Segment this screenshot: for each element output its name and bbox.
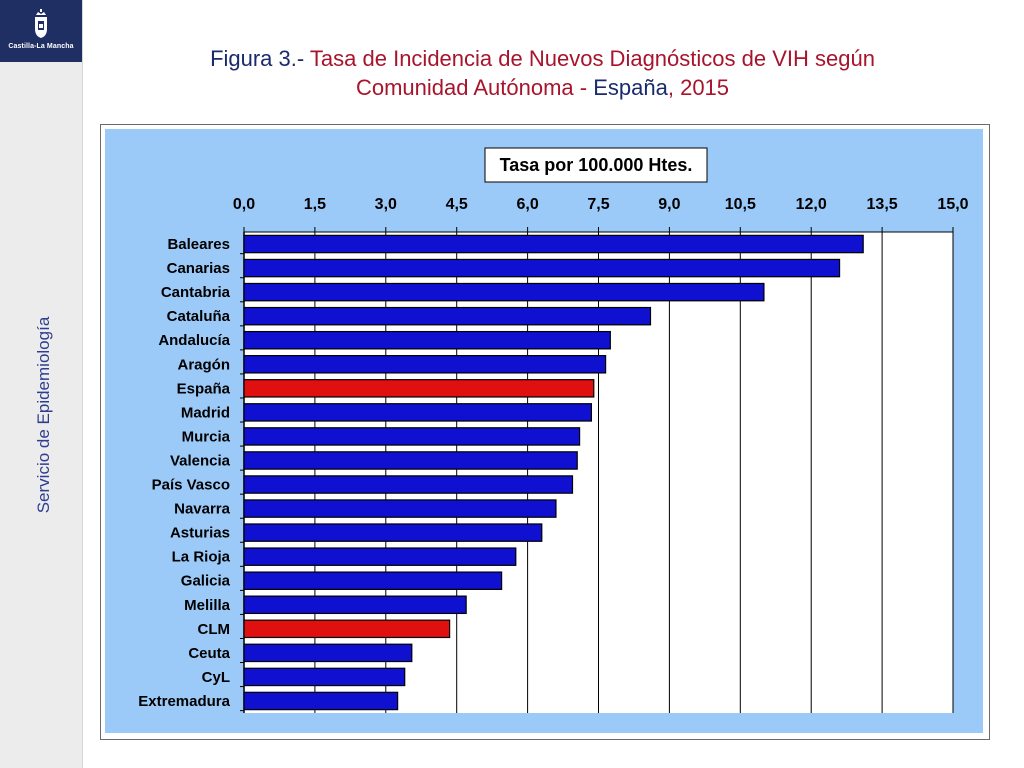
coat-of-arms-icon (35, 9, 47, 38)
logo-text: Castilla-La Mancha (8, 43, 74, 50)
sidebar-label: Servicio de Epidemiología (34, 316, 53, 514)
category-label: Asturias (170, 525, 230, 542)
bar-aragon (243, 355, 607, 374)
category-label: CyL (202, 669, 230, 686)
title-line-1: Figura 3.- Tasa de Incidencia de Nuevos … (100, 44, 985, 73)
bar-melilla (243, 595, 467, 615)
chart-title: Tasa por 100.000 Htes. (500, 155, 693, 175)
category-label: Murcia (182, 428, 231, 445)
category-label: España (177, 380, 231, 397)
bar-valencia (243, 451, 578, 470)
bar-cataluna (243, 306, 652, 326)
title-line-2: Comunidad Autónoma - España, 2015 (100, 73, 985, 102)
chart-frame: 0,0 1,5 3,0 4,5 6,0 7,5 9,0 10,5 12,0 13,5 15,0 Bal… (100, 124, 990, 740)
x-tick-label: 3,0 (375, 196, 397, 213)
title-main-1: Tasa de Incidencia de Nuevos Diagnóstico… (309, 46, 875, 71)
bar-la-rioja (243, 547, 517, 566)
bar-canarias (243, 258, 841, 278)
bar-cyl (243, 667, 406, 687)
category-label: Andalucía (158, 332, 230, 349)
category-label: Valencia (170, 452, 231, 469)
x-tick-label: 1,5 (304, 196, 326, 213)
category-label: Cantabria (161, 284, 231, 301)
bar-extremadura (243, 691, 399, 711)
title-prefix: Figura 3.- (210, 46, 310, 71)
title-main-2: Comunidad Autónoma - (355, 75, 594, 100)
category-label: Baleares (167, 236, 230, 253)
x-tick-label: 0,0 (233, 196, 255, 213)
bar-madrid (243, 403, 593, 422)
x-tick-label: 13,5 (867, 196, 898, 213)
category-label: Galicia (181, 573, 231, 590)
chart-title-box (484, 147, 708, 183)
x-tick-label: 6,0 (516, 196, 538, 213)
x-tick-label: 12,0 (796, 196, 827, 213)
bar-andalucia (243, 330, 611, 350)
title-highlight: España (593, 75, 668, 100)
category-label: País Vasco (152, 477, 230, 494)
bar-asturias (243, 523, 543, 542)
logo[interactable]: Castilla-La Mancha (0, 0, 82, 62)
category-label: Madrid (181, 404, 230, 421)
x-tick-label: 4,5 (446, 196, 468, 213)
category-label: Navarra (174, 501, 231, 518)
x-tick-label: 10,5 (725, 196, 756, 213)
category-label: Melilla (184, 597, 231, 614)
bar-pais-vasco (243, 475, 574, 494)
x-tick-label: 7,5 (587, 196, 609, 213)
bar-chart: 0,0 1,5 3,0 4,5 6,0 7,5 9,0 10,5 12,0 13,5 15,0 Bal… (105, 129, 983, 733)
category-label: Ceuta (188, 645, 230, 662)
bar-espana (243, 379, 595, 398)
category-label: Cataluña (167, 308, 231, 325)
bar-ceuta (243, 643, 413, 663)
title-suffix: , 2015 (667, 75, 730, 100)
bar-murcia (243, 427, 581, 446)
category-label: Aragón (178, 356, 231, 373)
page-title: Figura 3.- Tasa de Incidencia de Nuevos … (100, 44, 985, 102)
bar-baleares (243, 234, 864, 254)
bar-navarra (243, 499, 557, 518)
category-label: Extremadura (138, 693, 230, 710)
x-tick-label: 15,0 (937, 196, 968, 213)
category-label: CLM (198, 621, 231, 638)
category-label: Canarias (167, 260, 230, 277)
sidebar: Castilla-La Mancha Servicio de Epidemiol… (0, 0, 83, 768)
bar-galicia (243, 571, 503, 590)
bar-cantabria (243, 282, 765, 302)
x-tick-label: 9,0 (658, 196, 680, 213)
category-label: La Rioja (172, 549, 231, 566)
bar-clm (243, 619, 451, 639)
